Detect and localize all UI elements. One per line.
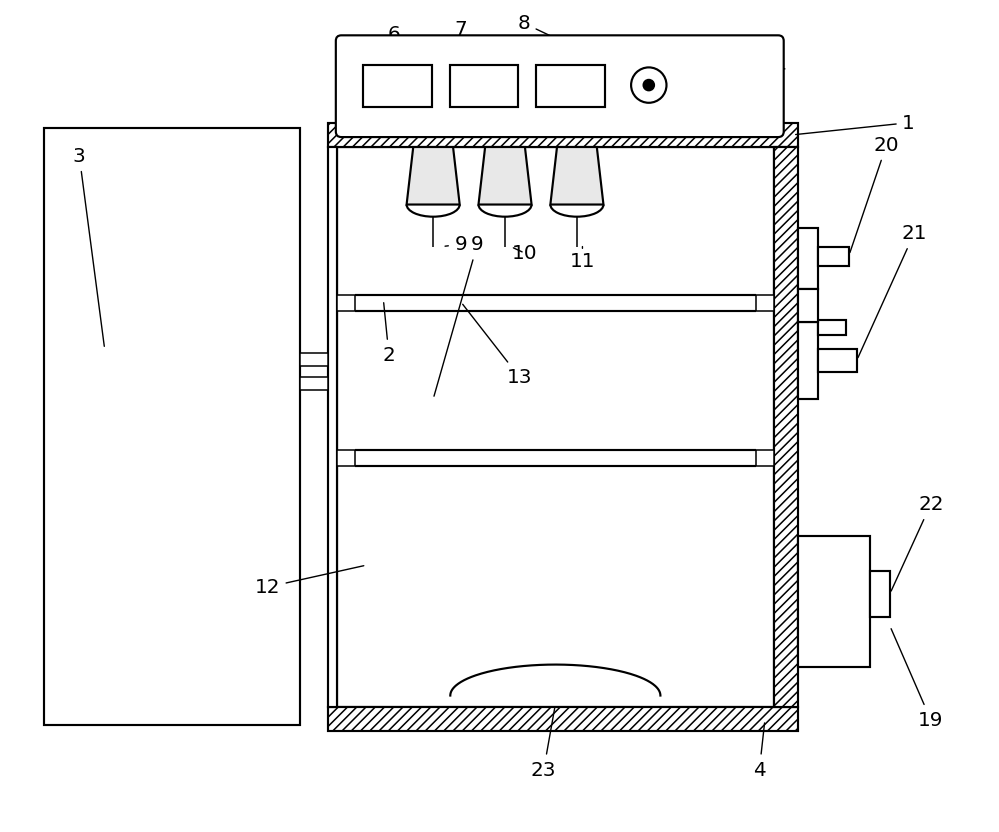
Bar <box>798 537 870 667</box>
Text: 9: 9 <box>434 235 484 397</box>
Text: 8: 8 <box>517 14 567 44</box>
Text: 6: 6 <box>388 25 401 44</box>
Text: 12: 12 <box>255 566 364 597</box>
Text: 2: 2 <box>383 303 396 364</box>
Polygon shape <box>479 147 531 205</box>
Bar <box>328 147 337 706</box>
Bar <box>818 247 849 267</box>
Text: 11: 11 <box>569 247 595 270</box>
Bar <box>328 706 798 731</box>
Bar <box>364 66 432 107</box>
Bar <box>798 322 818 399</box>
Bar <box>328 123 798 147</box>
Text: 7: 7 <box>455 20 482 44</box>
Text: 19: 19 <box>891 629 943 730</box>
Bar <box>337 147 774 706</box>
Bar <box>798 289 818 322</box>
Text: 24: 24 <box>651 58 786 121</box>
Text: 20: 20 <box>850 136 899 253</box>
Polygon shape <box>550 147 603 205</box>
Bar <box>818 319 845 335</box>
Text: 21: 21 <box>858 224 927 358</box>
Bar <box>798 228 818 289</box>
Text: 4: 4 <box>753 723 765 779</box>
Bar <box>774 147 798 706</box>
Bar <box>337 450 355 466</box>
Bar <box>756 295 774 311</box>
Text: 3: 3 <box>73 146 104 347</box>
Bar <box>450 66 518 107</box>
Polygon shape <box>407 147 460 205</box>
Circle shape <box>643 80 654 91</box>
Bar <box>301 378 328 390</box>
Text: 9: 9 <box>446 235 468 255</box>
Bar <box>536 66 604 107</box>
Bar <box>44 129 301 726</box>
Text: 10: 10 <box>512 244 537 263</box>
FancyBboxPatch shape <box>336 36 783 137</box>
Text: 5: 5 <box>598 47 671 67</box>
Bar <box>870 571 890 617</box>
Text: 22: 22 <box>891 495 943 592</box>
Text: 23: 23 <box>531 707 556 779</box>
Text: 1: 1 <box>795 114 915 135</box>
Bar <box>756 450 774 466</box>
Bar <box>337 295 355 311</box>
Bar <box>301 353 328 366</box>
Bar <box>818 349 857 372</box>
Text: 13: 13 <box>463 305 532 387</box>
